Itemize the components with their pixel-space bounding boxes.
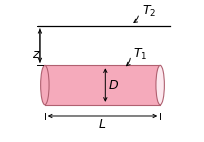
Text: D: D [108, 79, 118, 92]
Text: L: L [99, 118, 105, 131]
Ellipse shape [40, 65, 49, 105]
Text: z: z [32, 48, 39, 61]
Bar [45, 65, 159, 105]
Ellipse shape [155, 65, 164, 105]
Text: $T_2$: $T_2$ [141, 4, 155, 19]
Text: $T_1$: $T_1$ [133, 47, 147, 62]
